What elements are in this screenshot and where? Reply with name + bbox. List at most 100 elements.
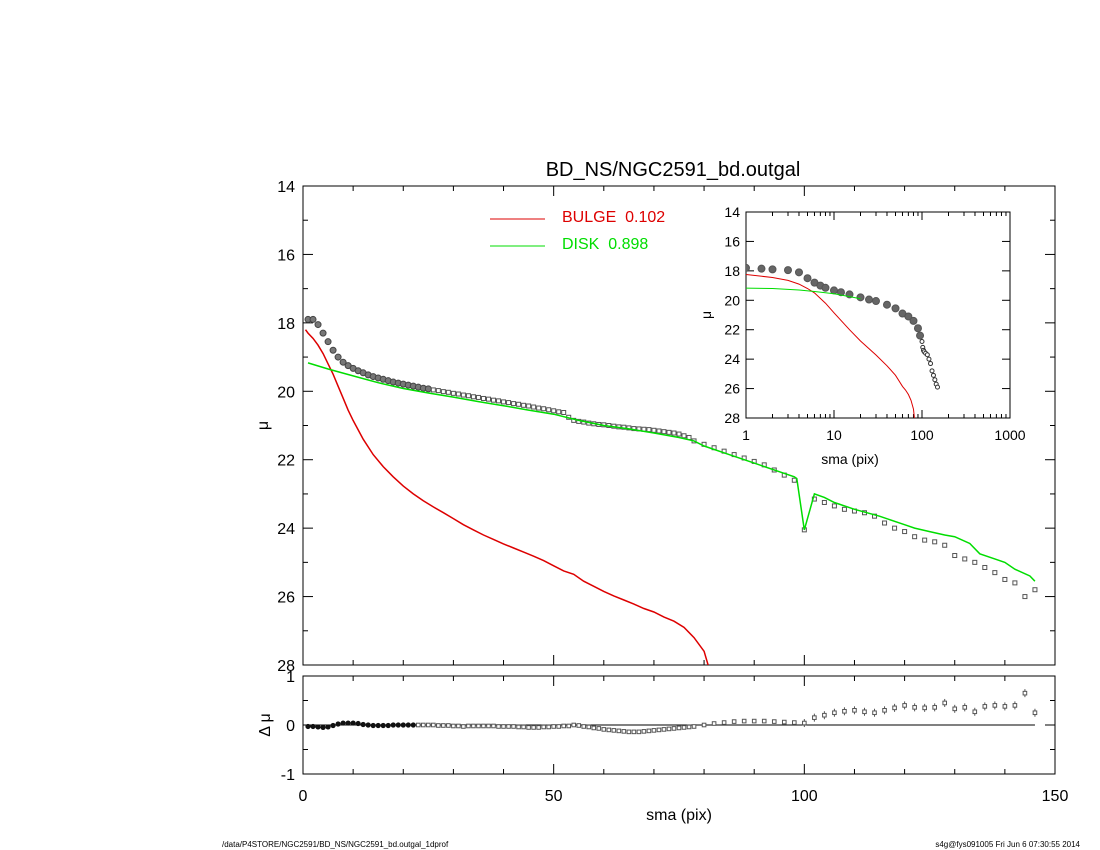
main-data-point <box>982 564 988 570</box>
resid-point <box>681 725 687 730</box>
resid-point <box>310 723 316 730</box>
resid-point <box>641 729 647 734</box>
resid-point <box>471 723 476 729</box>
resid-point <box>566 723 572 729</box>
resid-point <box>466 723 471 729</box>
inset-data-point <box>926 356 932 362</box>
main-data-point <box>470 394 476 400</box>
main-ytick-label: 22 <box>277 453 295 470</box>
resid-point <box>912 705 917 710</box>
resid-point <box>711 721 717 726</box>
resid-point <box>436 723 441 728</box>
resid-point <box>842 708 847 714</box>
resid-point <box>556 724 561 729</box>
inset-xtick-label: 100 <box>910 427 934 443</box>
resid-point <box>611 728 617 733</box>
main-data-point <box>556 409 562 415</box>
inset-data-point <box>919 338 925 344</box>
resid-point <box>521 724 526 730</box>
main-series-line-bulge <box>304 329 709 665</box>
main-data-point <box>1012 580 1018 586</box>
main-data-point <box>319 329 327 337</box>
resid-point <box>486 723 491 729</box>
resid-point <box>972 709 978 715</box>
main-data-point <box>1022 594 1028 600</box>
resid-point <box>666 726 672 732</box>
main-data-point <box>821 499 827 505</box>
resid-point <box>335 721 341 727</box>
main-data-point <box>531 404 537 410</box>
legend-label-bulge: BULGE 0.102 <box>562 209 665 226</box>
resid-point <box>400 722 406 728</box>
resid-point <box>516 724 521 730</box>
main-y-axis-label: μ <box>255 421 272 430</box>
resid-point <box>551 724 556 729</box>
inset-data-point <box>871 297 880 306</box>
inset-data-point <box>821 283 830 292</box>
main-data-point <box>511 401 517 407</box>
resid-point <box>395 722 401 728</box>
resid-point <box>781 719 787 725</box>
main-ytick-label: 18 <box>277 316 295 333</box>
main-data-point <box>430 387 436 393</box>
inset-data-point <box>856 293 865 302</box>
resid-point <box>942 700 948 706</box>
resid-ytick-label: 0 <box>286 718 295 735</box>
main-data-point <box>831 503 837 509</box>
main-data-point <box>506 400 512 406</box>
main-data-point <box>791 477 797 483</box>
main-data-point <box>455 391 461 397</box>
main-data-point <box>992 570 998 576</box>
inset-data-point <box>830 286 838 295</box>
resid-ytick-label: 1 <box>286 669 295 686</box>
main-data-point <box>661 429 667 435</box>
resid-point <box>621 729 627 734</box>
inset-data-point <box>783 266 792 275</box>
resid-point <box>375 722 381 729</box>
main-ytick-label: 20 <box>277 384 295 401</box>
resid-point <box>431 722 436 728</box>
inset-data-point <box>916 331 925 340</box>
resid-point <box>922 705 927 711</box>
resid-point <box>345 720 351 726</box>
main-data-point <box>962 556 968 562</box>
resid-point <box>892 705 897 711</box>
main-ytick-label: 14 <box>277 179 295 196</box>
footer-timestamp: s4g@fys091005 Fri Jun 6 07:30:55 2014 <box>935 840 1080 849</box>
resid-point <box>446 723 451 728</box>
inset-data-point <box>891 304 900 313</box>
main-data-point <box>546 407 552 413</box>
main-data-point <box>656 428 662 434</box>
main-data-point <box>521 402 527 408</box>
inset-data-point <box>746 263 750 272</box>
resid-point <box>441 723 446 728</box>
resid-point <box>461 724 466 729</box>
resid-point <box>962 705 968 710</box>
main-data-point <box>942 542 948 548</box>
resid-point <box>656 727 662 733</box>
inset-data-point <box>932 377 938 383</box>
main-data-point <box>480 395 486 401</box>
inset-data-point <box>882 300 891 309</box>
resid-point <box>531 725 536 730</box>
resid-point <box>1022 690 1028 696</box>
resid-point <box>561 723 566 729</box>
resid-point <box>421 722 426 728</box>
inset-data-point <box>836 288 845 297</box>
inset-y-axis-label: μ <box>698 311 714 319</box>
inset-x-axis-label: sma (pix) <box>821 451 879 467</box>
resid-point <box>320 724 326 731</box>
inset-plot: 14 16 18 20 22 24 26 281 10 100 1000 sma (pix) μ <box>698 204 1026 467</box>
main-data-point <box>424 385 432 393</box>
main-data-point <box>1032 587 1038 593</box>
main-data-point <box>646 427 652 433</box>
resid-point <box>802 720 807 726</box>
main-data-point <box>676 431 682 437</box>
resid-point <box>771 719 777 724</box>
main-data-point <box>435 388 441 394</box>
main-data-point <box>450 390 456 396</box>
main-data-point <box>334 353 342 361</box>
resid-point <box>676 725 682 731</box>
resid-xtick-label: 100 <box>791 788 818 805</box>
